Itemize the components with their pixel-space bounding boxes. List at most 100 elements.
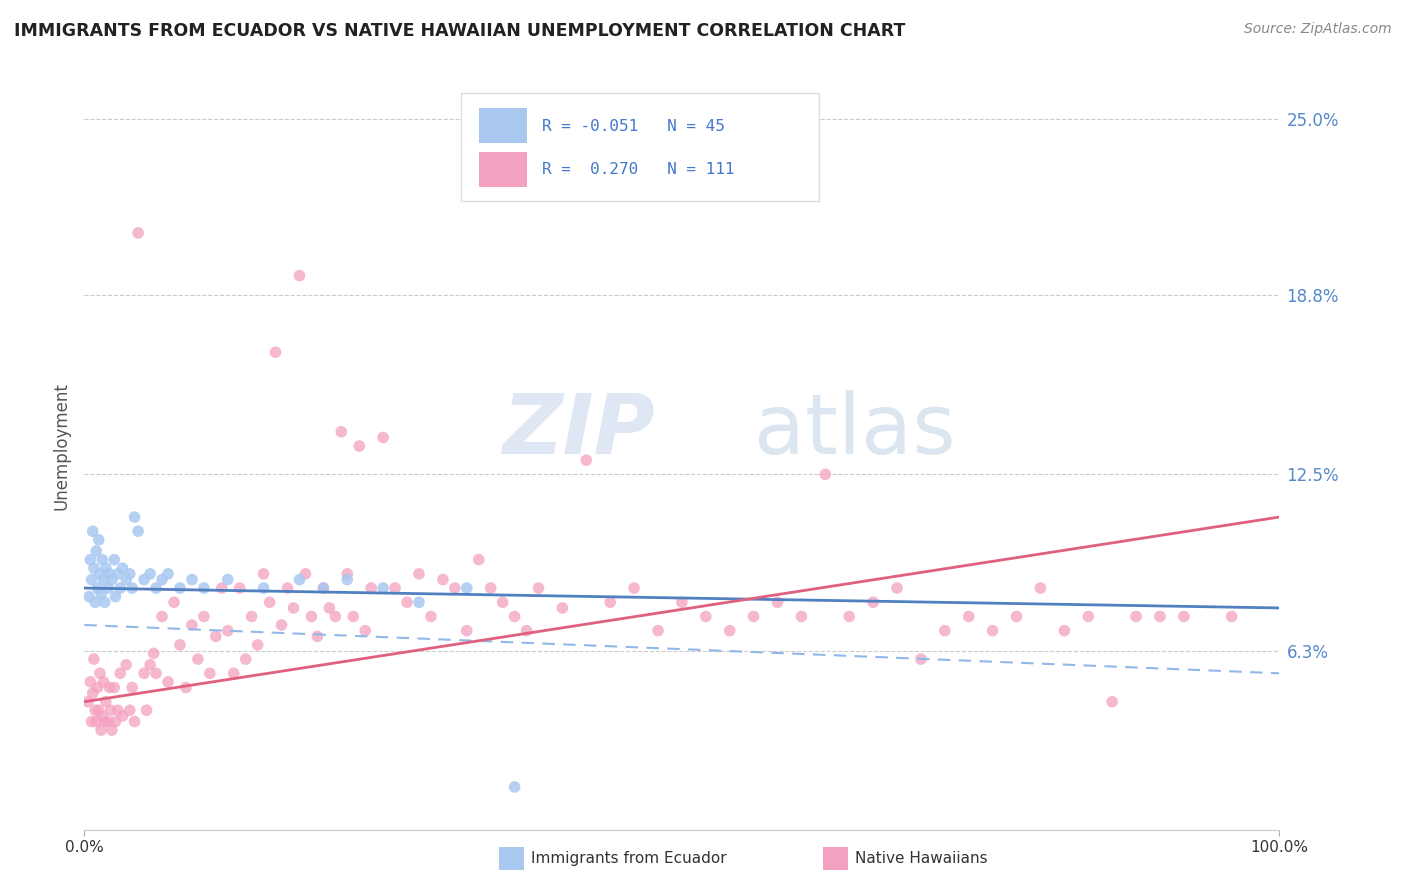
Point — [259, 595, 281, 609]
Point — [396, 595, 419, 609]
Point — [103, 681, 125, 695]
Text: Native Hawaiians: Native Hawaiians — [855, 852, 987, 866]
Point — [336, 573, 359, 587]
Point — [169, 638, 191, 652]
Point — [181, 573, 204, 587]
Point — [312, 581, 335, 595]
Point — [80, 714, 103, 729]
Point — [264, 345, 287, 359]
Point — [814, 467, 837, 482]
Point — [373, 581, 395, 595]
Point — [349, 439, 371, 453]
Point — [503, 780, 526, 794]
Point — [124, 510, 146, 524]
Point — [145, 666, 167, 681]
Point — [91, 552, 114, 566]
Point — [217, 624, 239, 638]
Point — [107, 566, 129, 581]
Point — [79, 552, 101, 566]
Point — [77, 695, 100, 709]
Point — [253, 566, 276, 581]
Point — [193, 609, 215, 624]
Point — [124, 714, 146, 729]
Point — [360, 581, 382, 595]
Point — [599, 595, 621, 609]
Point — [86, 581, 108, 595]
Point — [163, 595, 186, 609]
Point — [246, 638, 269, 652]
Point — [94, 695, 117, 709]
Point — [235, 652, 257, 666]
Point — [89, 666, 111, 681]
Point — [1149, 609, 1171, 624]
Point — [647, 624, 669, 638]
Y-axis label: Unemployment: Unemployment — [52, 382, 70, 510]
Point — [373, 430, 395, 444]
Point — [492, 595, 515, 609]
Point — [384, 581, 406, 595]
Text: Source: ZipAtlas.com: Source: ZipAtlas.com — [1244, 22, 1392, 37]
Point — [671, 595, 693, 609]
Point — [695, 609, 717, 624]
FancyBboxPatch shape — [461, 93, 820, 201]
Point — [82, 686, 104, 700]
Point — [1053, 624, 1076, 638]
Text: ZIP: ZIP — [503, 390, 655, 471]
Point — [198, 666, 221, 681]
Point — [318, 601, 340, 615]
Point — [101, 573, 124, 587]
Point — [157, 566, 180, 581]
Point — [217, 573, 239, 587]
Point — [957, 609, 980, 624]
Point — [575, 453, 598, 467]
Point — [408, 595, 430, 609]
Point — [169, 581, 191, 595]
Point — [330, 425, 353, 439]
Point — [527, 581, 550, 595]
Point — [187, 652, 209, 666]
Point — [211, 581, 233, 595]
Point — [479, 581, 502, 595]
Point — [84, 595, 107, 609]
Text: R =  0.270   N = 111: R = 0.270 N = 111 — [543, 162, 734, 178]
Point — [288, 268, 311, 283]
Point — [86, 714, 108, 729]
Point — [432, 573, 454, 587]
Point — [79, 674, 101, 689]
Point — [342, 609, 364, 624]
Point — [283, 601, 305, 615]
Point — [132, 666, 156, 681]
Point — [277, 581, 299, 595]
Point — [301, 609, 323, 624]
Point — [127, 524, 149, 539]
Point — [86, 544, 108, 558]
Point — [1125, 609, 1147, 624]
Point — [89, 566, 111, 581]
Point — [110, 581, 132, 595]
Point — [132, 573, 156, 587]
Point — [94, 561, 117, 575]
Point — [253, 581, 276, 595]
Point — [910, 652, 932, 666]
Point — [139, 657, 162, 672]
Point — [456, 581, 478, 595]
Point — [157, 674, 180, 689]
Point — [83, 561, 105, 575]
Point — [90, 587, 112, 601]
Point — [408, 566, 430, 581]
Text: IMMIGRANTS FROM ECUADOR VS NATIVE HAWAIIAN UNEMPLOYMENT CORRELATION CHART: IMMIGRANTS FROM ECUADOR VS NATIVE HAWAII… — [14, 22, 905, 40]
Point — [354, 624, 377, 638]
Point — [336, 566, 359, 581]
Point — [87, 703, 110, 717]
Point — [118, 703, 141, 717]
Point — [1220, 609, 1243, 624]
Point — [100, 703, 122, 717]
Point — [1029, 581, 1052, 595]
Point — [103, 552, 125, 566]
Point — [83, 652, 105, 666]
Point — [98, 566, 121, 581]
Point — [80, 573, 103, 587]
Point — [127, 226, 149, 240]
Point — [623, 581, 645, 595]
Point — [420, 609, 443, 624]
